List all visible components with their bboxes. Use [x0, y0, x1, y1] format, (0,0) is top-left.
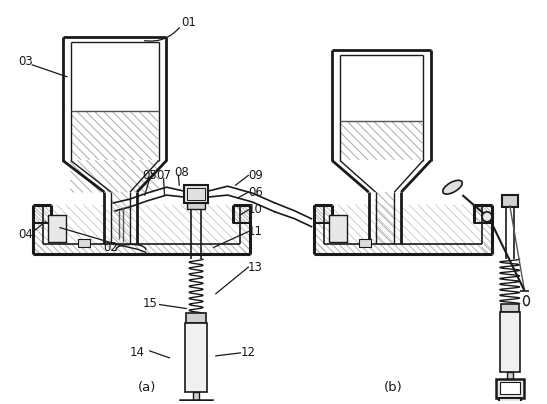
Ellipse shape — [443, 180, 462, 194]
Bar — [185, 323, 207, 392]
Bar — [500, 383, 520, 394]
Text: 05: 05 — [142, 169, 157, 182]
Text: (a): (a) — [138, 381, 156, 394]
Bar — [71, 42, 159, 111]
Text: 06: 06 — [248, 185, 263, 199]
Bar — [48, 215, 66, 242]
Text: 10: 10 — [248, 203, 263, 217]
Bar — [184, 185, 208, 203]
Text: 02: 02 — [103, 241, 118, 254]
Circle shape — [482, 212, 492, 222]
Bar — [187, 188, 205, 200]
Text: 14: 14 — [130, 346, 144, 360]
Bar — [340, 55, 423, 121]
Text: 11: 11 — [248, 225, 263, 238]
Text: 12: 12 — [241, 346, 256, 360]
Bar — [499, 398, 521, 404]
Bar — [193, 392, 199, 400]
Bar — [359, 240, 371, 247]
Text: 07: 07 — [156, 169, 171, 182]
Bar — [78, 240, 90, 247]
Text: (b): (b) — [384, 381, 403, 394]
Bar — [329, 215, 347, 242]
Text: 08: 08 — [174, 166, 189, 179]
Text: 01: 01 — [182, 16, 196, 29]
Bar — [187, 201, 205, 209]
Bar — [507, 372, 513, 379]
Bar — [186, 314, 206, 323]
Text: 15: 15 — [142, 297, 157, 310]
Bar — [501, 303, 519, 312]
Bar — [496, 379, 523, 398]
Bar — [181, 400, 212, 404]
Bar — [502, 195, 517, 207]
Text: 09: 09 — [248, 169, 263, 182]
Text: 04: 04 — [18, 228, 33, 241]
Text: 13: 13 — [248, 261, 263, 274]
Bar — [500, 312, 520, 372]
Text: 03: 03 — [18, 55, 33, 68]
